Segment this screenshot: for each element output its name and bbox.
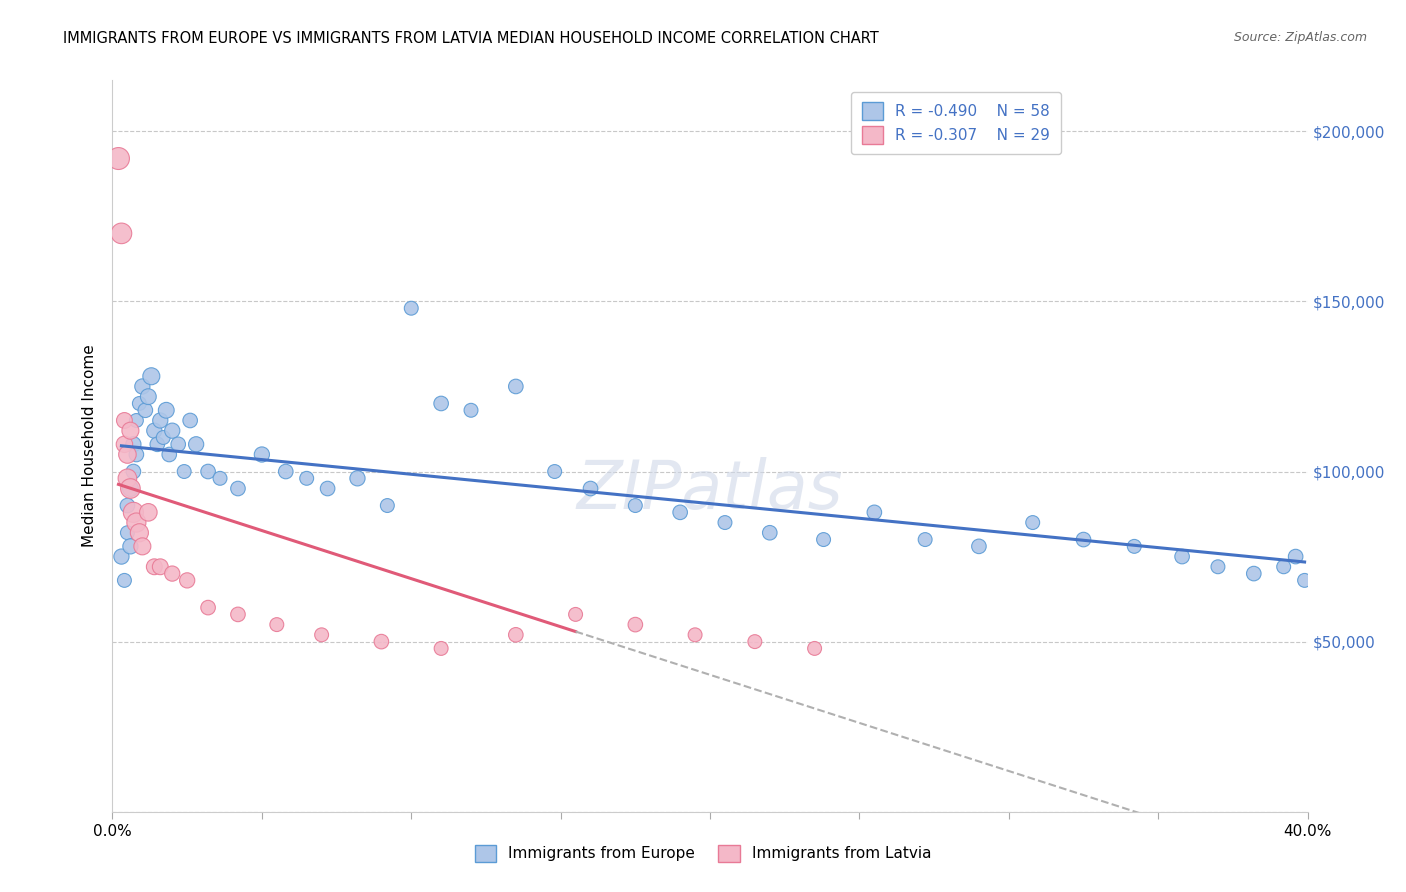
Point bbox=[803, 641, 825, 656]
Point bbox=[1285, 549, 1308, 564]
Point bbox=[295, 471, 318, 485]
Point bbox=[209, 471, 232, 485]
Point bbox=[274, 465, 297, 479]
Point bbox=[110, 549, 132, 564]
Point bbox=[1171, 549, 1194, 564]
Point bbox=[141, 369, 163, 384]
Point bbox=[1206, 559, 1229, 574]
Point bbox=[138, 390, 160, 404]
Point bbox=[197, 600, 219, 615]
Point bbox=[117, 471, 139, 485]
Point bbox=[176, 574, 198, 588]
Text: ZIPatlas: ZIPatlas bbox=[576, 457, 844, 523]
Point bbox=[377, 499, 399, 513]
Point bbox=[226, 482, 249, 496]
Point bbox=[1022, 516, 1045, 530]
Point bbox=[114, 574, 135, 588]
Point bbox=[1123, 540, 1146, 554]
Point bbox=[146, 437, 169, 451]
Point bbox=[266, 617, 288, 632]
Point bbox=[117, 448, 139, 462]
Point bbox=[226, 607, 249, 622]
Point bbox=[134, 403, 156, 417]
Point bbox=[120, 482, 142, 496]
Point bbox=[683, 628, 706, 642]
Point bbox=[117, 525, 139, 540]
Point bbox=[122, 465, 145, 479]
Point bbox=[143, 424, 166, 438]
Point bbox=[505, 628, 527, 642]
Point bbox=[1243, 566, 1265, 581]
Point bbox=[120, 540, 142, 554]
Legend: R = -0.490    N = 58, R = -0.307    N = 29: R = -0.490 N = 58, R = -0.307 N = 29 bbox=[851, 92, 1062, 154]
Point bbox=[744, 634, 766, 648]
Y-axis label: Median Household Income: Median Household Income bbox=[82, 344, 97, 548]
Point bbox=[967, 540, 990, 554]
Point bbox=[1294, 574, 1316, 588]
Point bbox=[114, 413, 135, 427]
Point bbox=[125, 413, 148, 427]
Point bbox=[346, 471, 368, 485]
Point bbox=[914, 533, 936, 547]
Point bbox=[179, 413, 201, 427]
Point bbox=[149, 559, 172, 574]
Point bbox=[143, 559, 166, 574]
Point bbox=[759, 525, 782, 540]
Point bbox=[1073, 533, 1095, 547]
Point bbox=[122, 437, 145, 451]
Point bbox=[197, 465, 219, 479]
Point bbox=[543, 465, 565, 479]
Point bbox=[138, 505, 160, 519]
Point bbox=[107, 152, 129, 166]
Point bbox=[579, 482, 602, 496]
Point bbox=[460, 403, 482, 417]
Point bbox=[250, 448, 273, 462]
Point bbox=[430, 396, 453, 410]
Point bbox=[863, 505, 886, 519]
Point bbox=[813, 533, 835, 547]
Point bbox=[624, 617, 647, 632]
Point bbox=[131, 379, 153, 393]
Point bbox=[149, 413, 172, 427]
Point bbox=[114, 437, 135, 451]
Point bbox=[186, 437, 208, 451]
Point bbox=[162, 424, 183, 438]
Point bbox=[714, 516, 737, 530]
Point bbox=[131, 540, 153, 554]
Text: Source: ZipAtlas.com: Source: ZipAtlas.com bbox=[1233, 31, 1367, 45]
Point bbox=[152, 430, 174, 444]
Point bbox=[311, 628, 333, 642]
Point bbox=[120, 482, 142, 496]
Point bbox=[157, 448, 180, 462]
Point bbox=[120, 424, 142, 438]
Point bbox=[370, 634, 392, 648]
Point bbox=[316, 482, 339, 496]
Point bbox=[117, 499, 139, 513]
Point bbox=[155, 403, 177, 417]
Point bbox=[505, 379, 527, 393]
Point bbox=[128, 396, 150, 410]
Point bbox=[122, 505, 145, 519]
Point bbox=[401, 301, 423, 316]
Point bbox=[564, 607, 586, 622]
Point bbox=[167, 437, 190, 451]
Point bbox=[162, 566, 183, 581]
Point bbox=[125, 448, 148, 462]
Point bbox=[110, 227, 132, 241]
Legend: Immigrants from Europe, Immigrants from Latvia: Immigrants from Europe, Immigrants from … bbox=[468, 838, 938, 868]
Point bbox=[128, 525, 150, 540]
Point bbox=[1272, 559, 1295, 574]
Point bbox=[173, 465, 195, 479]
Point bbox=[624, 499, 647, 513]
Point bbox=[669, 505, 692, 519]
Text: IMMIGRANTS FROM EUROPE VS IMMIGRANTS FROM LATVIA MEDIAN HOUSEHOLD INCOME CORRELA: IMMIGRANTS FROM EUROPE VS IMMIGRANTS FRO… bbox=[63, 31, 879, 46]
Point bbox=[430, 641, 453, 656]
Point bbox=[125, 516, 148, 530]
